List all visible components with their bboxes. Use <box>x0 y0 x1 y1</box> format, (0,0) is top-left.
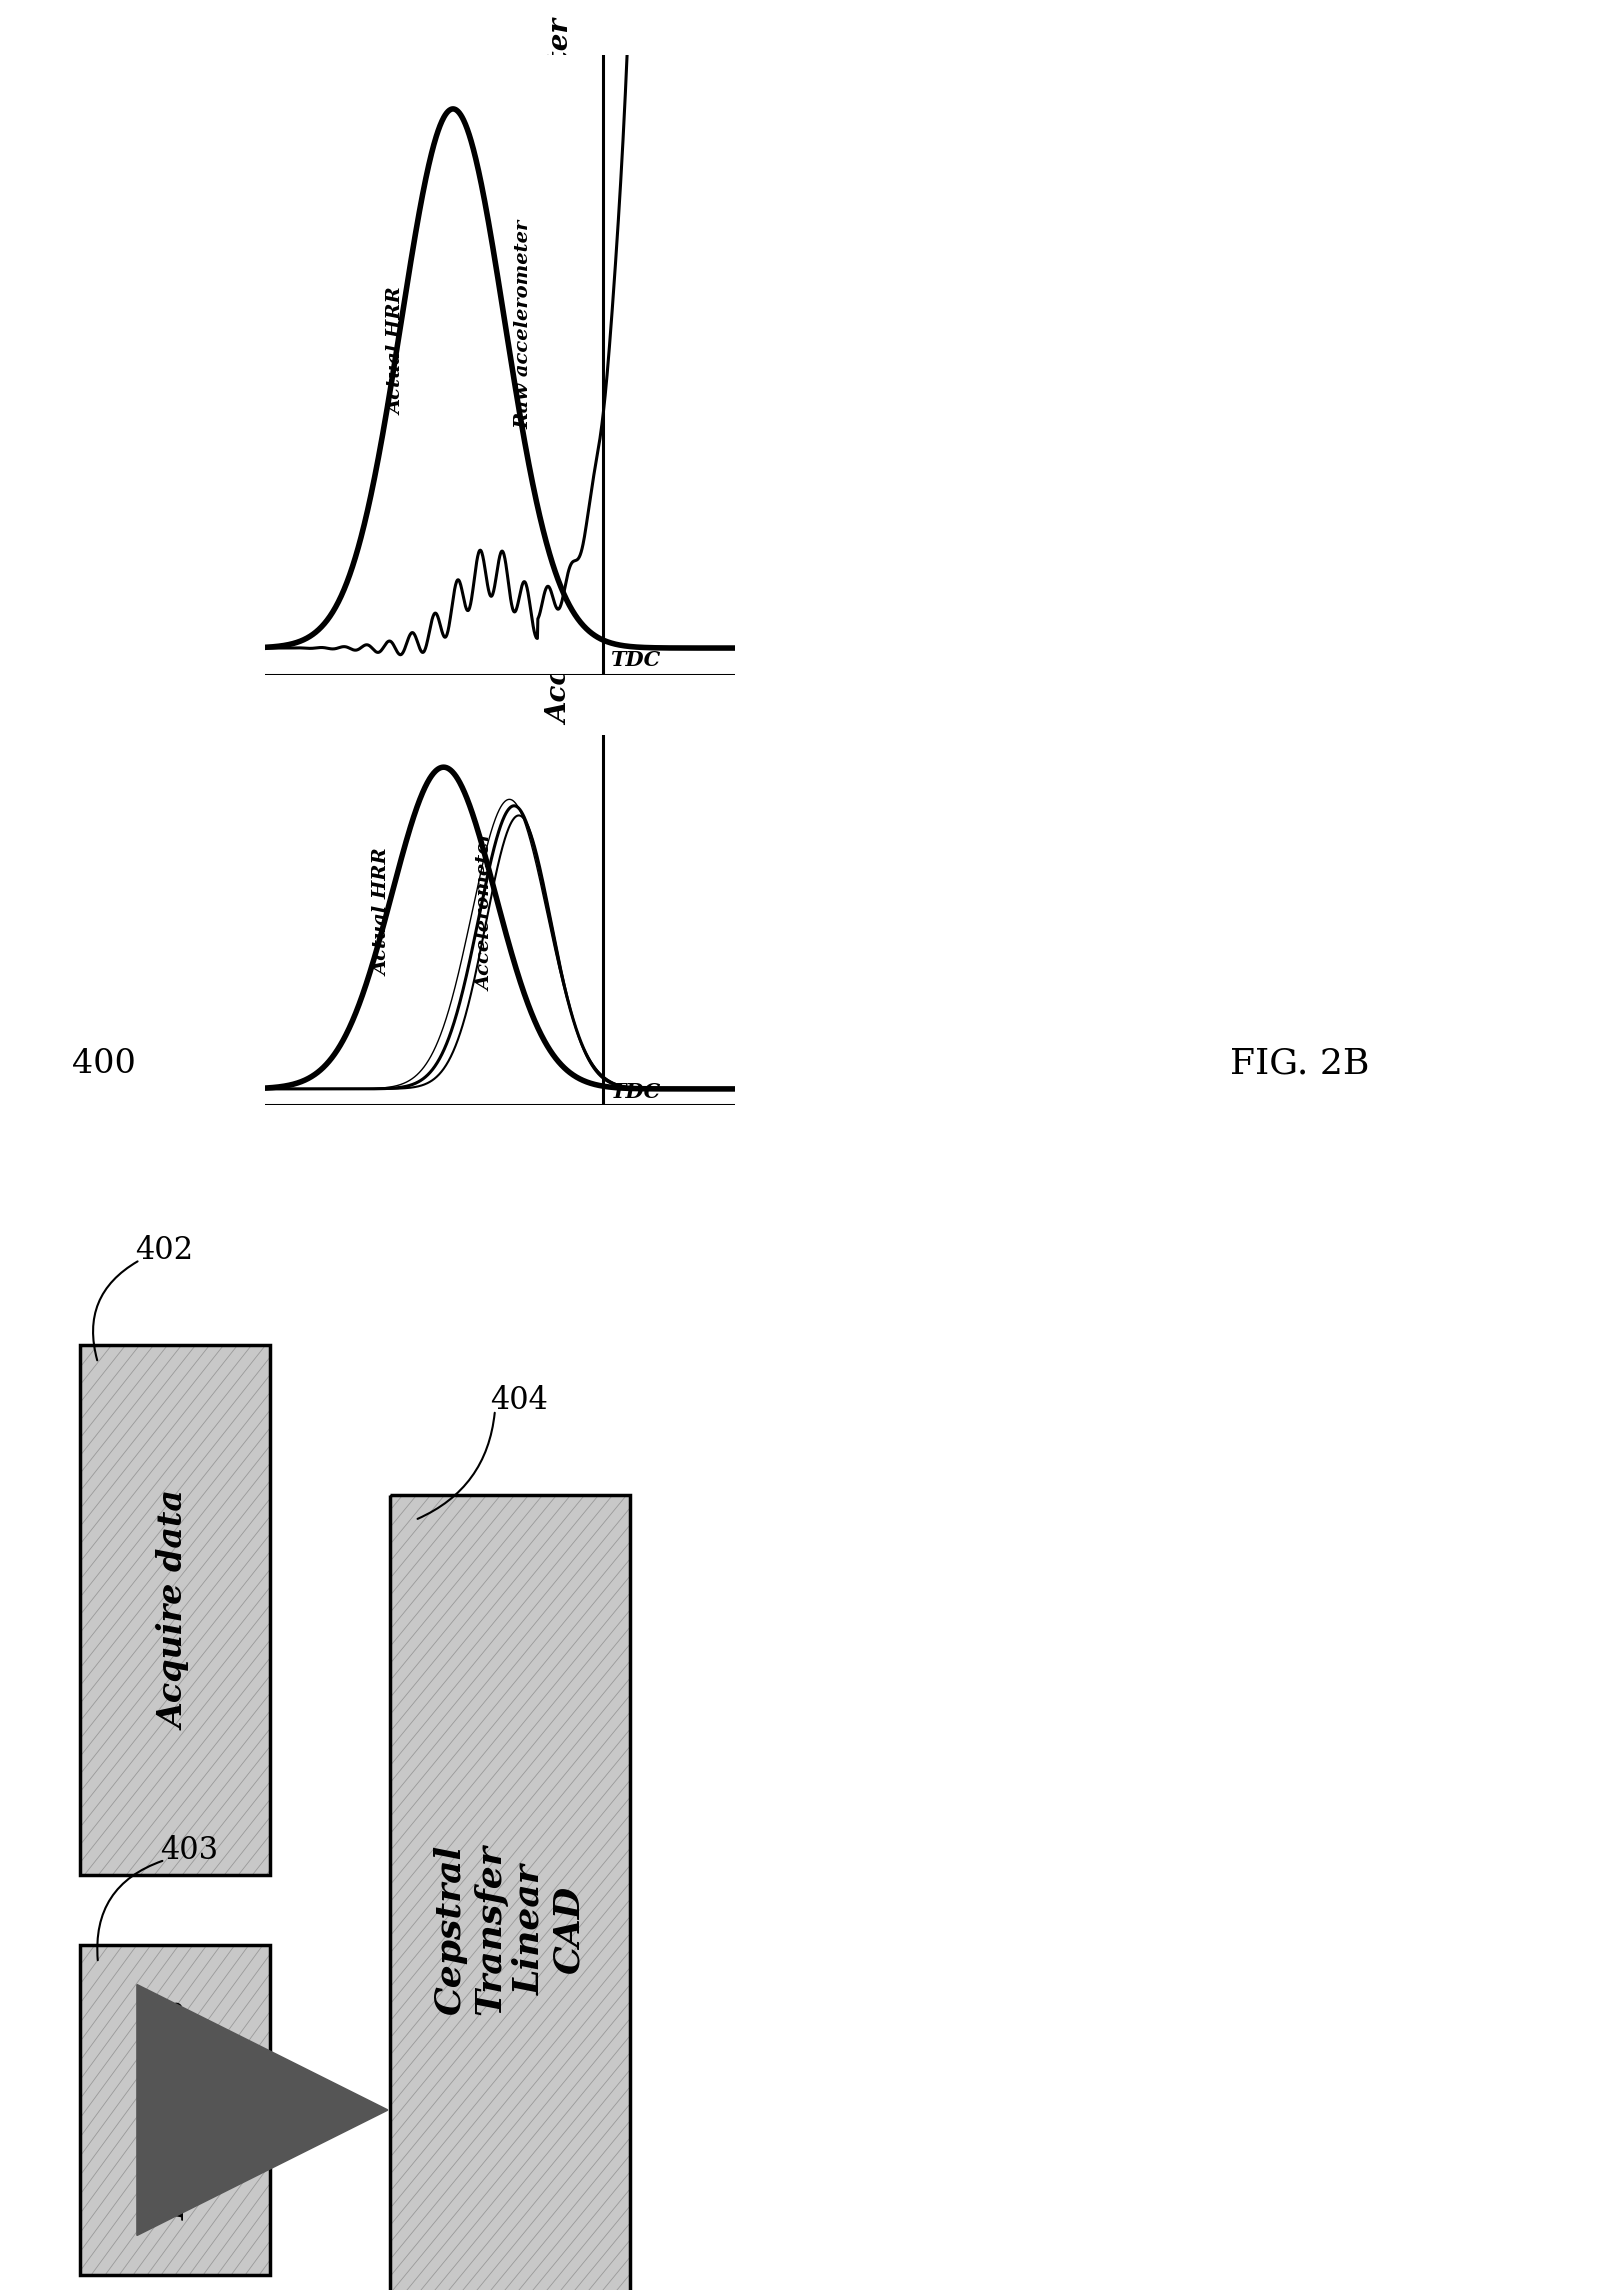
Text: Pre-process: Pre-process <box>158 1999 192 2219</box>
Text: Actual HRR: Actual HRR <box>388 289 406 414</box>
Polygon shape <box>389 1495 630 2290</box>
Text: Acquire data: Acquire data <box>158 1491 192 1729</box>
Text: Actual HRR: Actual HRR <box>373 847 391 976</box>
Polygon shape <box>81 1944 270 2274</box>
Text: Raw accelerometer: Raw accelerometer <box>514 220 533 428</box>
Text: Accelerometer: Accelerometer <box>548 499 575 726</box>
Text: 400: 400 <box>73 1049 136 1081</box>
Text: Raw accelerometer: Raw accelerometer <box>548 18 575 316</box>
Text: FIG. 2B: FIG. 2B <box>1230 1047 1370 1081</box>
Text: Accelerometer: Accelerometer <box>477 834 494 992</box>
Text: 403: 403 <box>160 1834 218 1866</box>
Text: TDC: TDC <box>611 1081 661 1101</box>
Text: 402: 402 <box>136 1234 194 1266</box>
Text: 404: 404 <box>490 1385 548 1415</box>
Text: Cepstral
Transfer
Linear
CAD: Cepstral Transfer Linear CAD <box>435 1846 587 2015</box>
Polygon shape <box>81 1344 270 1876</box>
Text: TDC: TDC <box>611 650 661 669</box>
